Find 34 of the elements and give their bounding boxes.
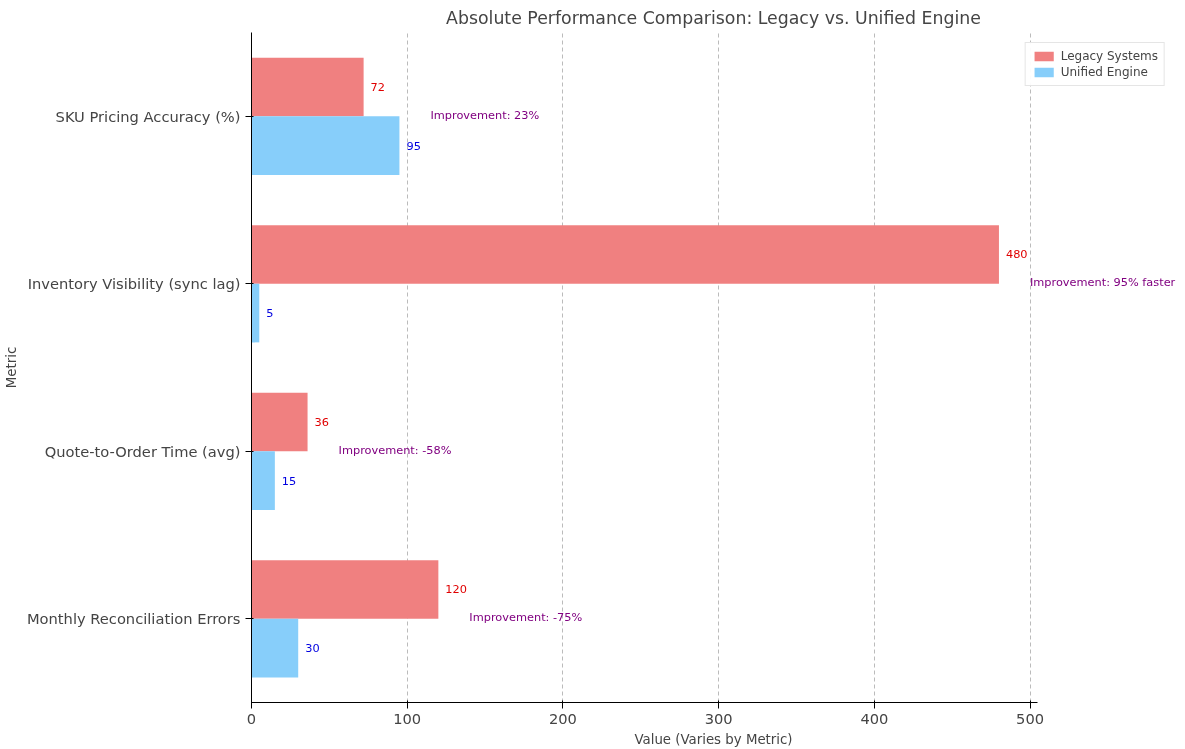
x-axis-title: Value (Varies by Metric) bbox=[634, 731, 793, 747]
bar bbox=[251, 618, 299, 678]
x-tick-label: 0 bbox=[246, 709, 257, 727]
y-tick-label: SKU Pricing Accuracy (%) bbox=[55, 107, 241, 125]
data-label: 95 bbox=[406, 138, 421, 153]
data-label: 36 bbox=[314, 414, 329, 429]
x-tick-label: 200 bbox=[548, 709, 577, 727]
x-tick-label: 100 bbox=[393, 709, 422, 727]
legend-label: Unified Engine bbox=[1060, 65, 1148, 79]
y-tick-label: Monthly Reconciliation Errors bbox=[26, 610, 241, 628]
annotation: Improvement: -58% bbox=[338, 442, 452, 457]
annotation: Improvement: 95% faster bbox=[1029, 275, 1176, 290]
data-label: 480 bbox=[1005, 247, 1028, 262]
x-tick-label: 500 bbox=[1016, 709, 1045, 727]
y-tick-label: Quote-to-Order Time (avg) bbox=[44, 442, 241, 460]
y-tick-label: Inventory Visibility (sync lag) bbox=[27, 275, 241, 293]
annotation: Improvement: 23% bbox=[430, 107, 540, 122]
bar bbox=[251, 225, 999, 284]
x-tick-label: 300 bbox=[704, 709, 733, 727]
data-label: 15 bbox=[281, 473, 297, 488]
data-label: 72 bbox=[370, 79, 386, 94]
data-label: 30 bbox=[305, 641, 320, 656]
annotation: Improvement: -75% bbox=[469, 610, 583, 625]
chart-title: Absolute Performance Comparison: Legacy vs. Unified Engine bbox=[446, 7, 981, 28]
y-axis-title: Metric bbox=[3, 346, 19, 389]
data-label: 120 bbox=[445, 582, 467, 597]
bar bbox=[251, 392, 308, 452]
bar bbox=[251, 57, 364, 117]
x-tick-label: 400 bbox=[860, 709, 889, 727]
bar bbox=[251, 116, 400, 175]
data-label: 5 bbox=[266, 306, 274, 321]
bar bbox=[251, 451, 275, 510]
legend-label: Legacy Systems bbox=[1060, 49, 1158, 63]
bar bbox=[251, 560, 439, 619]
